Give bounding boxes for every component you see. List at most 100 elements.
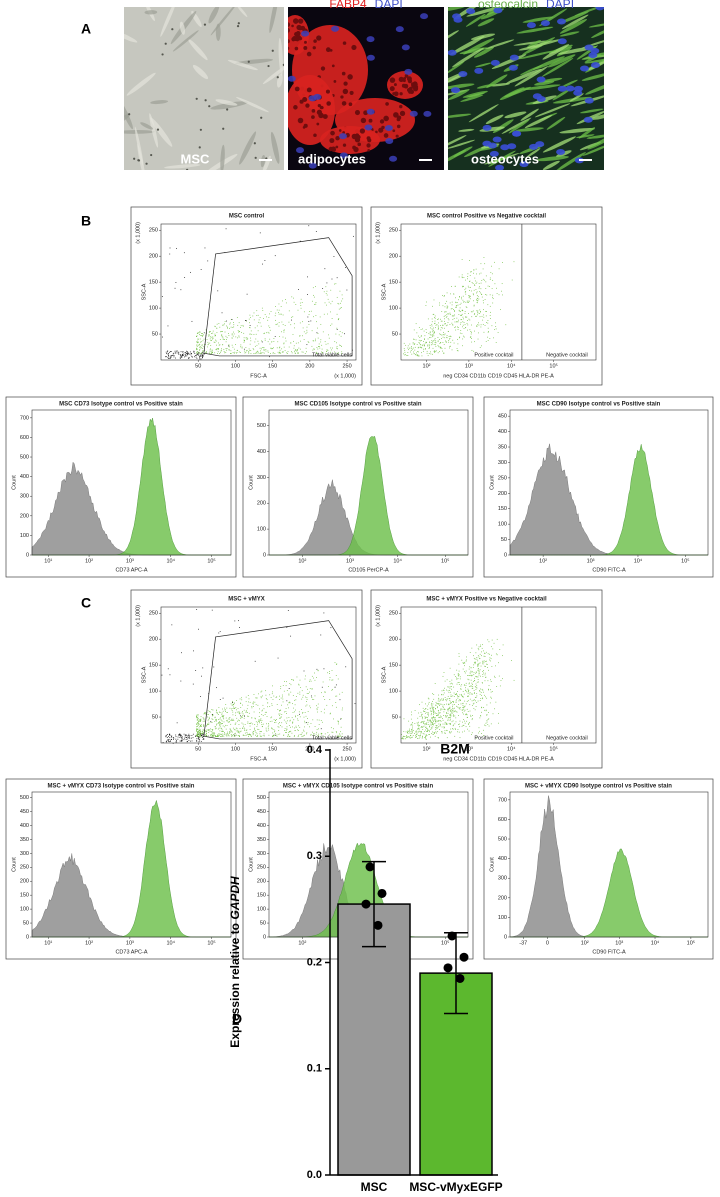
event [225, 724, 227, 726]
event [238, 322, 240, 324]
event [196, 726, 197, 728]
nucleus [409, 110, 418, 117]
event [486, 721, 488, 723]
event [421, 721, 423, 723]
event [203, 719, 205, 720]
y-tick-label: 400 [257, 449, 266, 455]
event [308, 342, 310, 343]
event [474, 277, 476, 279]
event [323, 696, 325, 698]
event [342, 707, 343, 709]
fiber [504, 111, 527, 119]
event [425, 738, 427, 740]
nucleus [453, 16, 463, 23]
event [456, 678, 458, 680]
event [285, 708, 287, 709]
event [432, 334, 433, 336]
event [447, 686, 449, 688]
event [437, 712, 439, 714]
event [428, 731, 430, 733]
event [326, 290, 328, 292]
event [452, 339, 454, 341]
event [226, 325, 227, 327]
event [477, 664, 478, 666]
event [450, 313, 451, 315]
cell [192, 64, 209, 80]
event [468, 691, 469, 693]
event [304, 722, 306, 724]
event [173, 356, 175, 358]
nucleus [338, 133, 347, 140]
event [426, 705, 428, 707]
event [173, 738, 174, 740]
event [321, 348, 323, 350]
event [258, 721, 260, 722]
event [470, 271, 471, 273]
event [327, 349, 329, 351]
event [265, 729, 267, 731]
event [419, 736, 421, 738]
event [476, 671, 477, 673]
event [199, 735, 200, 737]
event [200, 269, 202, 270]
event [232, 702, 234, 704]
event [197, 351, 199, 353]
event [210, 331, 211, 333]
event [292, 333, 294, 335]
event [307, 688, 308, 690]
event [435, 721, 437, 723]
event [481, 694, 483, 696]
event [409, 343, 411, 345]
event [317, 735, 319, 736]
event [230, 729, 232, 731]
event [318, 733, 320, 735]
event [419, 337, 421, 338]
event [443, 316, 445, 317]
event [249, 729, 251, 731]
event [209, 729, 210, 731]
event [180, 289, 182, 291]
event [410, 732, 412, 734]
event [231, 731, 233, 733]
event [427, 338, 429, 340]
event [219, 326, 221, 328]
y-tick-label: 150 [149, 280, 158, 286]
y-tick-label: 0 [26, 934, 29, 940]
fiber [505, 68, 542, 84]
event [492, 302, 494, 304]
event [172, 742, 174, 744]
event [216, 736, 218, 737]
event [331, 323, 333, 325]
event [293, 297, 294, 299]
y-tick-label: 200 [257, 501, 266, 507]
event [202, 729, 204, 731]
event [197, 722, 198, 723]
event [215, 720, 217, 721]
event [278, 303, 280, 305]
event [299, 335, 301, 336]
event [225, 339, 227, 340]
event [207, 710, 209, 712]
event [424, 723, 426, 724]
event [498, 713, 499, 714]
event [354, 703, 356, 705]
event [245, 734, 247, 736]
event [200, 735, 202, 737]
event [439, 725, 441, 727]
x-tick-label: 100 [231, 363, 240, 369]
lipid [348, 102, 353, 107]
event [450, 703, 452, 704]
event [481, 711, 482, 713]
event [340, 726, 342, 728]
event [263, 318, 264, 319]
event [211, 733, 212, 735]
event [337, 734, 339, 736]
event [214, 342, 216, 343]
event [430, 711, 432, 713]
event [294, 704, 296, 706]
chart-title: B2M [440, 741, 470, 757]
event [471, 719, 473, 721]
y-axis-label: SSC-A [141, 283, 147, 300]
event [259, 712, 260, 714]
event [315, 230, 317, 232]
